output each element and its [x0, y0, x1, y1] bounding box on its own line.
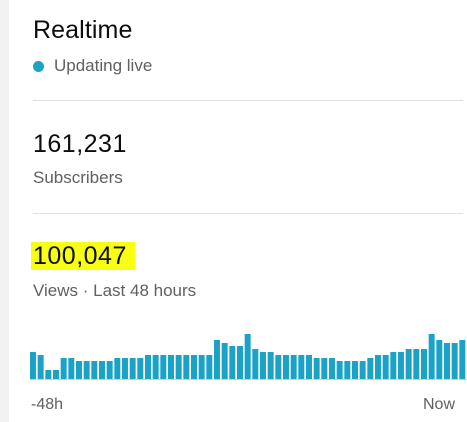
views-count-highlight: 100,047: [31, 242, 135, 270]
subscribers-label: Subscribers: [33, 168, 123, 187]
chart-bar[interactable]: [145, 355, 151, 379]
views-label: Views · Last 48 hours: [33, 281, 197, 300]
chart-bar[interactable]: [160, 355, 167, 379]
chart-bar[interactable]: [359, 361, 366, 379]
chart-bar[interactable]: [428, 334, 435, 379]
chart-bar[interactable]: [76, 361, 82, 379]
divider: [33, 100, 463, 101]
chart-bar[interactable]: [275, 355, 282, 379]
chart-bar[interactable]: [114, 358, 121, 379]
chart-bar[interactable]: [129, 358, 136, 379]
chart-bar[interactable]: [336, 361, 343, 379]
chart-bar[interactable]: [214, 340, 220, 379]
chart-bar[interactable]: [168, 355, 174, 379]
chart-bar[interactable]: [375, 355, 381, 379]
chart-bar[interactable]: [260, 352, 266, 379]
chart-bar[interactable]: [60, 358, 67, 379]
chart-bar[interactable]: [53, 370, 59, 379]
chart-bar[interactable]: [421, 349, 427, 379]
chart-bar[interactable]: [137, 358, 144, 379]
left-page-gutter: [0, 0, 9, 422]
subscriber-count: 161,231: [33, 130, 127, 158]
chart-bar[interactable]: [198, 355, 205, 379]
chart-bar[interactable]: [191, 355, 197, 379]
chart-bar[interactable]: [206, 355, 213, 379]
chart-bar[interactable]: [83, 361, 90, 379]
chart-bar[interactable]: [229, 346, 236, 379]
chart-bar[interactable]: [413, 349, 420, 379]
x-axis-start-label: -48h: [31, 396, 64, 413]
chart-bar[interactable]: [152, 355, 159, 379]
views-count: 100,047: [31, 240, 135, 272]
chart-bar[interactable]: [244, 334, 251, 379]
chart-bar[interactable]: [237, 346, 243, 379]
chart-bar[interactable]: [68, 358, 75, 379]
chart-bar[interactable]: [183, 355, 190, 379]
chart-bar[interactable]: [91, 361, 98, 379]
divider: [33, 213, 463, 214]
chart-bar[interactable]: [30, 352, 36, 379]
chart-bar[interactable]: [298, 355, 305, 379]
live-status-label: Updating live: [54, 56, 153, 75]
chart-bar[interactable]: [405, 349, 412, 379]
realtime-card: Realtime Updating live 161,231 Subscribe…: [9, 0, 467, 422]
chart-bar[interactable]: [45, 370, 52, 379]
chart-bar[interactable]: [451, 343, 458, 379]
chart-bar[interactable]: [344, 361, 351, 379]
chart-bar[interactable]: [221, 343, 228, 379]
chart-bar[interactable]: [267, 352, 274, 379]
live-indicator-dot-icon: [33, 60, 44, 72]
chart-bar[interactable]: [459, 340, 466, 379]
chart-bar[interactable]: [352, 361, 358, 379]
views-bar-chart[interactable]: [30, 320, 467, 384]
chart-bar[interactable]: [321, 358, 328, 379]
chart-bar[interactable]: [99, 361, 105, 379]
x-axis-end-label: Now: [422, 396, 455, 413]
chart-bar[interactable]: [444, 343, 450, 379]
card-title: Realtime: [33, 16, 133, 44]
chart-bar[interactable]: [398, 352, 404, 379]
chart-bar[interactable]: [436, 340, 443, 379]
chart-bar[interactable]: [122, 358, 128, 379]
chart-bar[interactable]: [106, 361, 113, 379]
chart-bar[interactable]: [382, 355, 389, 379]
chart-bar[interactable]: [306, 355, 312, 379]
chart-bar[interactable]: [252, 349, 259, 379]
chart-bar[interactable]: [175, 355, 182, 379]
chart-bar[interactable]: [367, 358, 374, 379]
chart-bar[interactable]: [329, 358, 335, 379]
live-status: Updating live: [33, 55, 152, 77]
chart-bar[interactable]: [290, 355, 297, 379]
chart-bar[interactable]: [390, 352, 397, 379]
chart-bar[interactable]: [283, 355, 289, 379]
chart-bar[interactable]: [313, 358, 320, 379]
chart-bar[interactable]: [37, 355, 44, 379]
